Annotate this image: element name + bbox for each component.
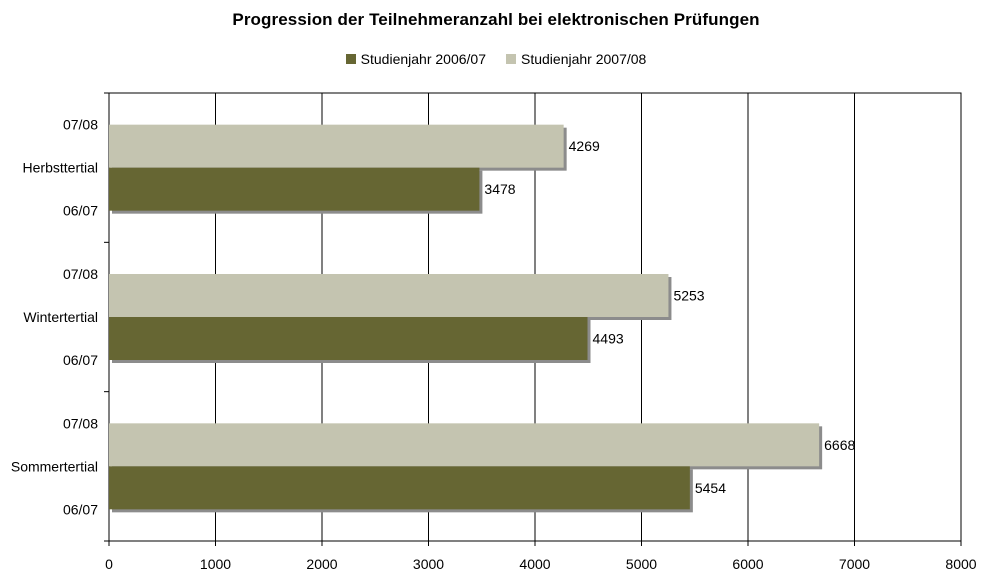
bar-series-label: 07/08 [63,415,98,431]
legend-swatch-2007-08 [506,54,516,64]
x-tick-label: 3000 [413,556,444,572]
bar-series-label: 06/07 [63,352,98,368]
bar [109,423,820,467]
bar [109,167,480,211]
bar-value-label: 5454 [695,480,726,496]
x-tick-label: 7000 [839,556,870,572]
bar [109,317,588,360]
x-tick-label: 8000 [945,556,976,572]
bar-value-label: 4493 [593,331,624,347]
bar [109,274,669,317]
bar-value-label: 4269 [569,138,600,154]
legend-item-2007-08: Studienjahr 2007/08 [506,51,646,67]
x-tick-label: 2000 [306,556,337,572]
bar-value-label: 3478 [484,181,515,197]
x-tick-label: 4000 [519,556,550,572]
x-tick-label: 1000 [200,556,231,572]
bar-value-label: 6668 [824,437,855,453]
bar-series-label: 07/08 [63,266,98,282]
legend: Studienjahr 2006/07 Studienjahr 2007/08 [0,51,992,67]
legend-swatch-2006-07 [345,54,356,64]
bar [109,124,564,168]
category-label: Herbsttertial [23,160,98,176]
category-label: Sommertertial [11,458,98,474]
x-tick-label: 0 [105,556,113,572]
x-tick-label: 5000 [626,556,657,572]
bar-series-label: 06/07 [63,501,98,517]
legend-label-2007-08: Studienjahr 2007/08 [521,51,647,67]
legend-label-2006-07: Studienjahr 2006/07 [360,51,486,67]
bar-series-label: 06/07 [63,203,98,219]
bar [109,466,690,510]
legend-item-2006-07: Studienjahr 2006/07 [345,51,486,67]
category-label: Wintertertial [23,309,98,325]
bar-series-label: 07/08 [63,117,98,133]
x-tick-label: 6000 [732,556,763,572]
chart-title: Progression der Teilnehmeranzahl bei ele… [232,10,760,29]
bar-value-label: 5253 [673,288,704,304]
